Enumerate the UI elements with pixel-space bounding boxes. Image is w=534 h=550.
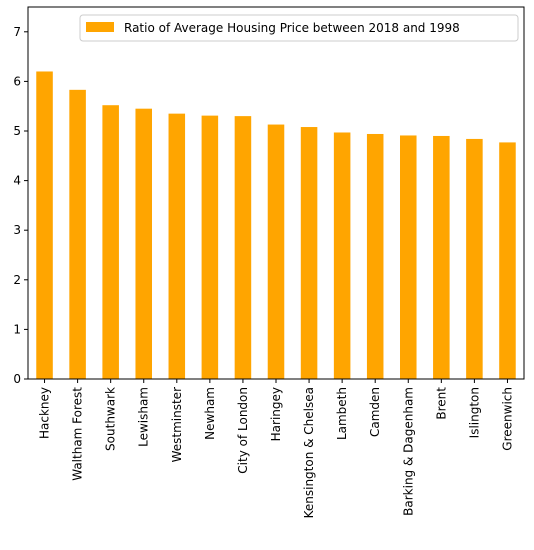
x-tick-label: Waltham Forest <box>71 387 85 481</box>
x-tick-label: Brent <box>434 387 448 420</box>
y-tick-label: 0 <box>13 372 21 386</box>
x-tick-label: Camden <box>368 387 382 437</box>
bar <box>499 142 516 379</box>
bar <box>168 113 186 379</box>
x-tick-label: Islington <box>467 387 481 438</box>
bar <box>135 108 152 380</box>
bar <box>267 124 285 379</box>
legend-swatch <box>86 22 114 32</box>
legend: Ratio of Average Housing Price between 2… <box>79 14 519 42</box>
x-tick-label: Newham <box>203 387 217 440</box>
x-tick-label: City of London <box>236 387 250 474</box>
bar <box>234 116 252 380</box>
y-tick-label: 7 <box>13 25 21 39</box>
y-tick-label: 6 <box>13 74 21 88</box>
x-axis: Hackney Waltham Forest Southwark Lewisham We… <box>38 379 514 518</box>
bars-group <box>36 71 516 380</box>
x-tick-label: Barking & Dagenham <box>401 387 415 516</box>
bar <box>102 105 119 379</box>
bar <box>433 135 450 379</box>
bar <box>466 138 483 379</box>
bar <box>69 89 86 379</box>
bar <box>36 71 53 379</box>
x-tick-label: Haringey <box>269 387 283 441</box>
y-tick-label: 3 <box>13 223 21 237</box>
x-tick-label: Westminster <box>170 387 184 462</box>
x-tick-label: Lambeth <box>335 387 349 440</box>
legend-box <box>79 14 519 42</box>
y-tick-label: 4 <box>13 174 21 188</box>
y-tick-label: 5 <box>13 124 21 138</box>
plot-frame <box>27 6 525 380</box>
bar <box>400 135 417 379</box>
bar <box>333 132 351 379</box>
y-axis: 0 1 2 3 4 5 6 7 <box>13 25 28 386</box>
y-tick-label: 2 <box>13 273 21 287</box>
legend-label: Ratio of Average Housing Price between 2… <box>124 21 460 35</box>
bar <box>300 127 318 379</box>
x-tick-label: Hackney <box>38 387 52 439</box>
x-tick-label: Southwark <box>104 387 118 451</box>
bar <box>201 115 219 380</box>
x-tick-label: Greenwich <box>500 387 514 451</box>
x-tick-label: Kensington & Chelsea <box>302 387 316 518</box>
bar <box>366 133 384 379</box>
y-tick-label: 1 <box>13 322 21 336</box>
x-tick-label: Lewisham <box>137 387 151 447</box>
